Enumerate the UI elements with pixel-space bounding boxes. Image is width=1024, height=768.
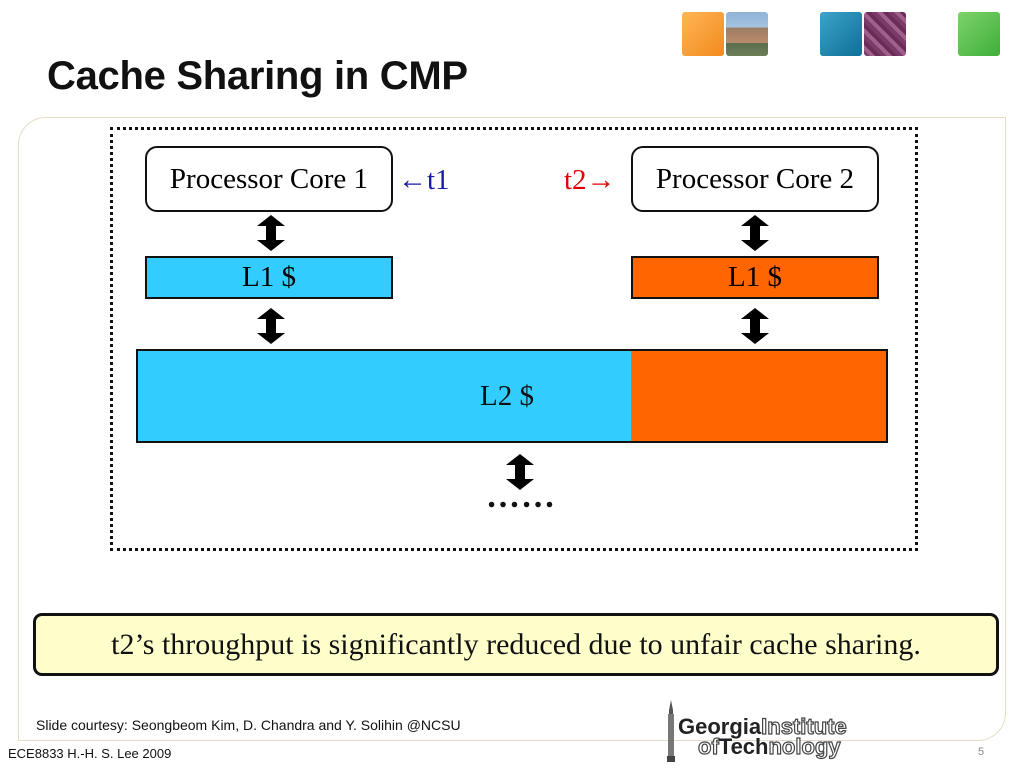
l2-partition-thread-1 — [138, 351, 631, 441]
logo-text-nology: nology — [768, 734, 841, 759]
logo-text-institute: Institute — [761, 714, 848, 739]
logo-line-1: GeorgiaInstitute — [678, 714, 848, 739]
header-decor-tile-campus-photo — [726, 12, 768, 56]
bidirectional-arrow-icon — [257, 308, 285, 344]
logo-text-tech: Tech — [718, 734, 769, 759]
processor-core-1-label: Processor Core 1 — [169, 162, 369, 195]
bidirectional-arrow-icon — [257, 215, 285, 251]
logo-text-georgia: Georgia — [678, 714, 762, 739]
l2-shared-cache — [136, 349, 888, 443]
l1-cache-core-1-label: L1 $ — [242, 261, 296, 293]
footer-course-info: ECE8833 H.-H. S. Lee 2009 — [8, 746, 172, 761]
bidirectional-arrow-icon — [741, 308, 769, 344]
header-decor-tile-green — [958, 12, 1000, 56]
slide-courtesy: Slide courtesy: Seongbeom Kim, D. Chandr… — [36, 717, 461, 733]
header-decor-tile-orange — [682, 12, 724, 56]
logo-line-2: ofTechnology — [697, 734, 841, 759]
continuation-dots: …… — [486, 478, 556, 515]
tech-tower-icon — [667, 700, 675, 762]
logo-text-of: of — [697, 734, 719, 759]
processor-core-2-label: Processor Core 2 — [655, 162, 855, 195]
l2-cache-label: L2 $ — [480, 380, 534, 412]
thread-t1-label: ←t1 — [398, 164, 450, 196]
bidirectional-arrow-icon — [506, 454, 534, 490]
content-frame — [18, 117, 1006, 741]
header-decor-tile-chip-photo — [864, 12, 906, 56]
l2-partition-thread-2 — [631, 351, 886, 441]
slide-title: Cache Sharing in CMP — [47, 54, 468, 98]
l1-cache-core-2: L1 $ — [631, 256, 879, 299]
page-number: 5 — [978, 746, 985, 758]
processor-core-2: Processor Core 2 — [631, 146, 879, 212]
processor-core-1: Processor Core 1 — [145, 146, 393, 212]
conclusion-text: t2’s throughput is significantly reduced… — [111, 627, 921, 661]
conclusion-callout: t2’s throughput is significantly reduced… — [33, 613, 999, 676]
thread-t2-label: t2→ — [564, 164, 616, 196]
bidirectional-arrow-icon — [741, 215, 769, 251]
l1-cache-core-1: L1 $ — [145, 256, 393, 299]
chip-boundary-box — [110, 127, 918, 551]
l1-cache-core-2-label: L1 $ — [728, 261, 782, 293]
header-decor-tile-teal — [820, 12, 862, 56]
